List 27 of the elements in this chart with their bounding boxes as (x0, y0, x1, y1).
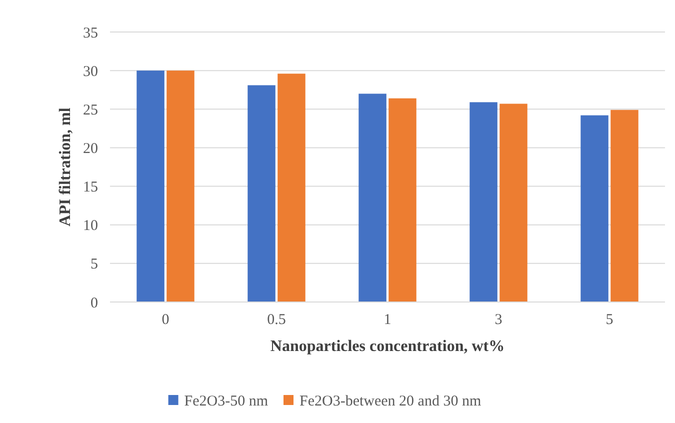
y-tick-label: 0 (90, 295, 98, 312)
y-tick-label: 10 (83, 218, 98, 234)
legend-label: Fe2O3-50 nm (184, 393, 268, 410)
bar (470, 102, 498, 302)
bar (248, 85, 276, 302)
y-tick-label: 30 (83, 64, 98, 80)
y-tick-label: 15 (83, 180, 98, 196)
x-tick-label: 3 (494, 312, 502, 328)
bar (358, 94, 386, 302)
x-tick-label: 0.5 (267, 312, 286, 328)
bar (136, 70, 164, 302)
bar (278, 74, 306, 302)
x-axis-title: Nanoparticles concentration, wt% (270, 338, 505, 355)
bar (610, 110, 638, 302)
x-tick-label: 1 (384, 312, 392, 328)
bar (500, 104, 528, 302)
legend-label: Fe2O3-between 20 and 30 nm (300, 393, 482, 410)
y-tick-label: 5 (90, 256, 98, 273)
bar (388, 98, 416, 302)
x-tick-label: 5 (606, 312, 614, 328)
y-tick-label: 20 (83, 140, 98, 157)
y-tick-label: 35 (83, 25, 98, 42)
bar (166, 70, 194, 302)
x-tick-label: 0 (162, 312, 170, 328)
bar (580, 115, 608, 302)
y-axis-title: API filtration, ml (57, 107, 74, 226)
y-tick-label: 25 (83, 102, 98, 118)
